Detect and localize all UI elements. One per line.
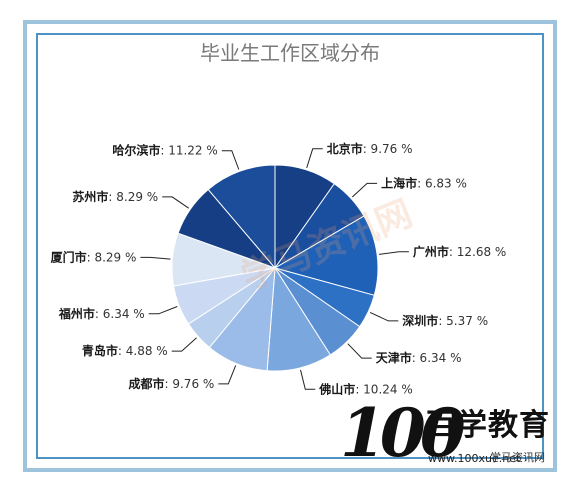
logo-name: 百学教育 (426, 408, 550, 443)
slice-label: 哈尔滨市: 11.22 % (112, 143, 217, 158)
leader-line (306, 148, 323, 169)
chart-inner-border (36, 33, 544, 459)
wechat-name: 学马资讯网 (490, 451, 545, 464)
slice-label-name: 北京市 (327, 141, 363, 156)
slice-label: 成都市: 9.76 % (128, 376, 214, 391)
slice-label: 佛山市: 10.24 % (318, 381, 412, 396)
leader-line (351, 182, 378, 198)
leader-line (347, 343, 372, 359)
slice-label-value: : 12.68 % (449, 245, 506, 259)
slice-label-name: 深圳市 (402, 313, 438, 328)
slice-label: 深圳市: 5.37 % (402, 313, 488, 328)
slice-label-name: 哈尔滨市 (112, 143, 160, 158)
slice-label-name: 佛山市 (318, 381, 355, 396)
slice-label-value: : 6.34 % (412, 351, 462, 365)
pie-slice (207, 164, 276, 270)
pie-slices (171, 164, 379, 372)
slice-label-value: : 8.29 % (87, 250, 137, 264)
slice-label-name: 广州市 (413, 244, 449, 259)
leader-line (148, 306, 178, 315)
leader-line (369, 311, 399, 322)
leader-line (379, 251, 409, 255)
leader-line (300, 369, 316, 390)
slice-label-name: 天津市 (376, 350, 412, 365)
slice-labels: 北京市: 9.76 %上海市: 6.83 %广州市: 12.68 %深圳市: 5… (51, 141, 507, 396)
leader-line (162, 196, 189, 209)
leader-line (218, 365, 237, 385)
leader-line (221, 150, 240, 170)
slice-label-value: : 9.76 % (165, 377, 215, 391)
slice-label: 厦门市: 8.29 % (51, 249, 137, 264)
logo-url: www.100xue.net (428, 452, 521, 465)
slice-label-value: : 5.37 % (438, 314, 488, 328)
slice-label-value: : 4.88 % (118, 344, 168, 358)
slice-label-name: 厦门市 (51, 249, 87, 264)
slice-label-value: : 9.76 % (363, 142, 413, 156)
chart-title: 毕业生工作区域分布 (200, 41, 380, 65)
slice-label: 广州市: 12.68 % (413, 244, 506, 259)
slice-label-name: 成都市 (128, 376, 164, 391)
leader-lines (140, 148, 409, 390)
slice-label-value: : 10.24 % (355, 382, 412, 396)
leader-line (140, 256, 171, 260)
slice-label: 苏州市: 8.29 % (72, 189, 158, 204)
slice-label-name: 上海市 (381, 175, 417, 190)
slice-label: 青岛市: 4.88 % (82, 343, 168, 358)
slice-label: 福州市: 6.34 % (58, 306, 145, 321)
pie-slice (273, 215, 379, 296)
watermark-logo: 100 百学教育 www.100xue.net 学马资讯网 (340, 400, 570, 480)
slice-label-value: : 6.83 % (417, 176, 467, 190)
slice-label-name: 福州市 (58, 306, 95, 321)
slice-label-value: : 6.34 % (95, 307, 145, 321)
slice-label-name: 青岛市 (82, 343, 118, 358)
slice-label: 北京市: 9.76 % (327, 141, 413, 156)
slice-label: 上海市: 6.83 % (381, 175, 467, 190)
slice-label-name: 苏州市 (72, 189, 108, 204)
slice-label: 天津市: 6.34 % (376, 350, 462, 365)
slice-label-value: : 11.22 % (160, 144, 217, 158)
logo-digits: 100 (340, 394, 466, 472)
leader-line (171, 337, 197, 352)
slice-label-value: : 8.29 % (108, 190, 158, 204)
